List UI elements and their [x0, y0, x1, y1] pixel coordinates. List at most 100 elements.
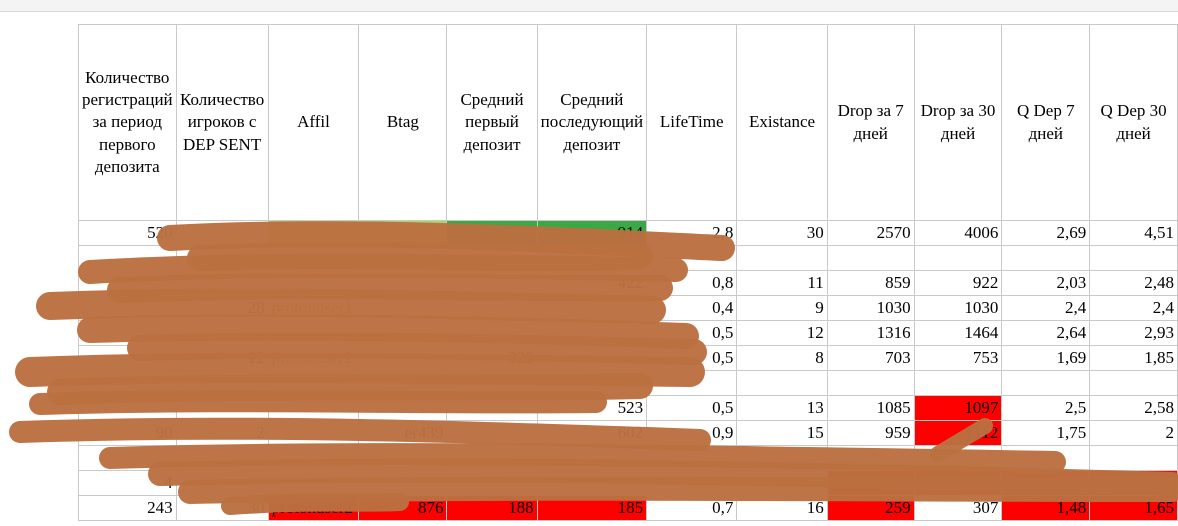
table-cell[interactable]: 259 [826, 495, 915, 521]
table-cell[interactable]: 28 [175, 295, 269, 321]
table-cell[interactable] [736, 470, 828, 496]
table-cell[interactable]: 0,5 [646, 345, 738, 371]
table-cell[interactable] [358, 345, 448, 371]
table-cell[interactable]: 859 [826, 270, 915, 296]
table-cell[interactable] [358, 370, 448, 396]
table-cell[interactable]: 2,4 [1001, 295, 1091, 321]
table-cell[interactable] [736, 370, 828, 396]
table-cell[interactable]: 1112 [913, 420, 1003, 446]
table-cell[interactable] [78, 445, 177, 471]
table-cell[interactable] [446, 445, 538, 471]
table-cell[interactable] [826, 470, 915, 496]
table-cell[interactable] [358, 245, 448, 271]
header-cell[interactable]: Средний первый депозит [446, 24, 538, 221]
table-cell[interactable] [826, 245, 915, 271]
table-cell[interactable] [536, 345, 648, 371]
table-cell[interactable] [358, 295, 448, 321]
table-cell[interactable]: 602 [536, 420, 648, 446]
table-cell[interactable] [446, 320, 538, 346]
table-cell[interactable] [175, 395, 269, 421]
table-cell[interactable] [267, 370, 360, 396]
table-cell[interactable]: 243 [78, 495, 177, 521]
table-cell[interactable] [78, 395, 177, 421]
table-cell[interactable]: 188 [446, 495, 538, 521]
table-cell[interactable]: 2,8 [646, 220, 738, 246]
header-cell[interactable]: Drop за 30 дней [913, 24, 1003, 221]
table-cell[interactable] [446, 395, 538, 421]
table-cell[interactable] [446, 370, 538, 396]
header-cell[interactable]: Btag [358, 24, 448, 221]
table-cell[interactable]: 307 [913, 495, 1003, 521]
table-cell[interactable] [78, 245, 177, 271]
table-cell[interactable]: 520 [78, 220, 177, 246]
table-cell[interactable]: 16 [736, 495, 828, 521]
header-cell[interactable]: Q Dep 30 дней [1089, 24, 1178, 221]
table-cell[interactable] [78, 320, 177, 346]
table-cell[interactable]: protonuser2 [267, 495, 360, 521]
table-cell[interactable]: 1,69 [1001, 345, 1091, 371]
table-cell[interactable]: 15 [736, 420, 828, 446]
table-cell[interactable] [536, 470, 648, 496]
table-cell[interactable]: 9 [736, 295, 828, 321]
table-cell[interactable] [267, 245, 360, 271]
table-cell[interactable]: 959 [826, 420, 915, 446]
table-cell[interactable]: 1316 [826, 320, 915, 346]
table-cell[interactable]: 753 [913, 345, 1003, 371]
table-cell[interactable] [536, 445, 648, 471]
table-cell[interactable] [267, 445, 360, 471]
table-cell[interactable] [1001, 370, 1091, 396]
table-cell[interactable] [175, 470, 269, 496]
table-cell[interactable] [736, 245, 828, 271]
table-cell[interactable]: 1464 [913, 320, 1003, 346]
table-cell[interactable]: 11 [736, 270, 828, 296]
table-cell[interactable]: 30 [736, 220, 828, 246]
table-cell[interactable]: 922 [913, 270, 1003, 296]
table-cell[interactable]: 2 [1089, 420, 1178, 446]
table-cell[interactable] [913, 470, 1003, 496]
table-cell[interactable]: 0,8 [646, 270, 738, 296]
table-cell[interactable] [1001, 245, 1091, 271]
table-cell[interactable]: er439 [358, 420, 448, 446]
table-cell[interactable]: 1,75 [1001, 420, 1091, 446]
header-cell[interactable]: Количество регистраций за период первого… [78, 24, 177, 221]
table-cell[interactable]: 185 [536, 495, 648, 521]
table-cell[interactable]: 329 [446, 345, 538, 371]
table-cell[interactable] [358, 395, 448, 421]
table-cell[interactable]: 0,7 [646, 495, 738, 521]
table-cell[interactable] [1001, 470, 1091, 496]
table-cell[interactable] [267, 220, 360, 246]
table-cell[interactable] [358, 470, 448, 496]
table-cell[interactable]: protonuser2 [267, 345, 360, 371]
table-cell[interactable]: 2,69 [1001, 220, 1091, 246]
table-cell[interactable] [267, 320, 360, 346]
table-cell[interactable] [536, 295, 648, 321]
table-cell[interactable]: 90 [78, 420, 177, 446]
table-cell[interactable] [175, 370, 269, 396]
table-cell[interactable]: 0,5 [646, 395, 738, 421]
table-cell[interactable]: 422 [536, 270, 648, 296]
table-cell[interactable]: 12 [175, 345, 269, 371]
table-cell[interactable] [78, 270, 177, 296]
table-cell[interactable] [175, 220, 269, 246]
table-cell[interactable] [913, 445, 1003, 471]
table-cell[interactable] [175, 445, 269, 471]
table-cell[interactable]: 2,5 [1001, 395, 1091, 421]
table-cell[interactable]: 4 [78, 470, 177, 496]
table-cell[interactable] [1001, 445, 1091, 471]
table-cell[interactable] [358, 270, 448, 296]
table-cell[interactable] [78, 370, 177, 396]
table-cell[interactable] [826, 445, 915, 471]
table-cell[interactable]: 0,4 [646, 295, 738, 321]
header-cell[interactable]: Affil [267, 24, 360, 221]
table-cell[interactable]: 2,03 [1001, 270, 1091, 296]
table-cell[interactable]: 914 [536, 220, 648, 246]
table-cell[interactable]: 12 [736, 320, 828, 346]
table-cell[interactable] [826, 370, 915, 396]
table-cell[interactable] [267, 270, 360, 296]
table-cell[interactable]: 2,58 [1089, 395, 1178, 421]
table-cell[interactable] [536, 370, 648, 396]
table-cell[interactable]: 4006 [913, 220, 1003, 246]
table-cell[interactable]: 1030 [826, 295, 915, 321]
table-cell[interactable] [358, 445, 448, 471]
table-cell[interactable]: 13 [736, 395, 828, 421]
